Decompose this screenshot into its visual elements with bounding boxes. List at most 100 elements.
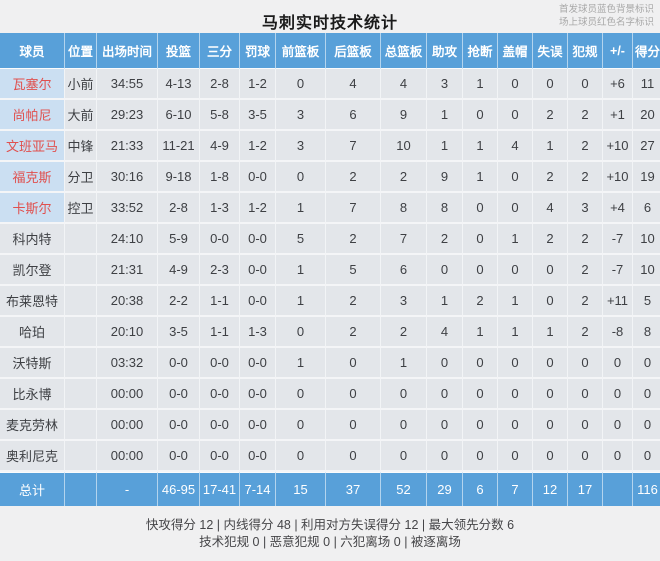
table-body: 瓦塞尔 小前 34:55 4-13 2-8 1-2 0 4 4 3 1 0 0 0 +6 11 尚帕尼 大前 29:… [0,69,660,472]
stat-cell: 1 [498,286,533,317]
total-stat-cell: 7-14 [240,472,276,506]
stat-cell: 0-0 [158,379,200,410]
player-row: 尚帕尼 大前 29:23 6-10 5-8 3-5 3 6 9 1 0 0 2 2 +1 20 [0,100,660,131]
player-name-cell: 凯尔登 [0,255,65,286]
stat-cell: 4-9 [158,255,200,286]
stat-cell [65,348,97,379]
stat-cell: 2 [568,100,603,131]
player-row: 麦克劳林 00:00 0-0 0-0 0-0 0 0 0 0 0 0 0 0 0 0 [0,410,660,441]
stat-cell: 2-8 [200,69,240,100]
stat-cell: 0 [498,69,533,100]
stat-cell: 24:10 [97,224,158,255]
stat-cell: +11 [603,286,633,317]
stat-cell: 1-2 [240,69,276,100]
stat-cell: 21:33 [97,131,158,162]
stat-cell: 0-0 [200,379,240,410]
stat-cell: 0 [568,69,603,100]
stat-cell: 27 [633,131,660,162]
stat-cell: 0 [498,441,533,472]
total-stat-cell: 17 [568,472,603,506]
stat-cell: 6 [381,255,427,286]
stat-cell: -7 [603,255,633,286]
stat-cell: 11 [633,69,660,100]
stat-cell: 2 [568,317,603,348]
stat-cell: 5-8 [200,100,240,131]
stat-cell: 21:31 [97,255,158,286]
player-name-cell: 布莱恩特 [0,286,65,317]
stat-cell: 0 [533,255,568,286]
stat-cell: 6 [326,100,381,131]
stat-cell: 3 [381,286,427,317]
stat-cell: 1 [276,255,326,286]
stat-cell: 10 [633,224,660,255]
player-name-cell: 科内特 [0,224,65,255]
stat-cell: 0 [533,348,568,379]
stat-cell: 2 [568,286,603,317]
stat-cell: 1 [463,317,498,348]
player-row: 布莱恩特 20:38 2-2 1-1 0-0 1 2 3 1 2 1 0 2 +11 5 [0,286,660,317]
stat-cell: 0 [326,410,381,441]
stat-cell: 1 [463,162,498,193]
stat-cell: 7 [381,224,427,255]
stat-cell: 0-0 [240,410,276,441]
stat-cell: 0-0 [240,441,276,472]
stat-cell: 0 [276,69,326,100]
header-cell: 投篮 [158,33,200,69]
total-stat-cell: 52 [381,472,427,506]
stat-cell: 0 [603,348,633,379]
stat-cell [65,255,97,286]
footer-line-2: 技术犯规 0 | 恶意犯规 0 | 六犯离场 0 | 被逐离场 [199,535,461,549]
stat-cell: -7 [603,224,633,255]
stat-cell: 0 [276,379,326,410]
stat-cell: 1 [276,348,326,379]
stat-cell: 00:00 [97,379,158,410]
stat-cell: 1 [427,131,463,162]
stat-cell: 1 [276,193,326,224]
stat-cell [65,286,97,317]
stat-cell: 0 [276,441,326,472]
stat-cell: 4-13 [158,69,200,100]
header-cell: 三分 [200,33,240,69]
footer-line-1: 快攻得分 12 | 内线得分 48 | 利用对方失误得分 12 | 最大领先分数… [145,518,515,532]
stat-cell: 1 [463,69,498,100]
stat-cell: 0 [326,348,381,379]
stat-cell: 0 [276,317,326,348]
total-stat-cell: 12 [533,472,568,506]
stat-cell: 0 [498,100,533,131]
stat-cell: 0 [463,379,498,410]
stat-cell: 29:23 [97,100,158,131]
stat-cell: 1 [498,224,533,255]
stat-cell: 3 [276,131,326,162]
stat-cell: 0 [498,255,533,286]
stat-cell: 2 [326,286,381,317]
stat-cell: 10 [633,255,660,286]
stat-cell [65,410,97,441]
stat-cell: 8 [633,317,660,348]
stat-cell: 1 [381,348,427,379]
stat-cell: +4 [603,193,633,224]
stat-cell: 1 [533,317,568,348]
header-cell: 总篮板 [381,33,427,69]
total-row: 总计 -46-95 17-41 7-14 15 37 52 29 6 7 12 17 116 [0,472,660,506]
header-cell: 后篮板 [326,33,381,69]
footer-summary: 快攻得分 12 | 内线得分 48 | 利用对方失误得分 12 | 最大领先分数… [0,506,660,551]
stat-cell: 0 [568,379,603,410]
total-stat-cell: - [97,472,158,506]
stat-cell: 0 [533,69,568,100]
stat-cell: 3 [427,69,463,100]
stat-cell: 0 [568,348,603,379]
total-stat-cell: 37 [326,472,381,506]
stat-cell: 9 [427,162,463,193]
stat-cell: 分卫 [65,162,97,193]
stat-cell: 20:10 [97,317,158,348]
player-row: 瓦塞尔 小前 34:55 4-13 2-8 1-2 0 4 4 3 1 0 0 0 +6 11 [0,69,660,100]
player-row: 卡斯尔 控卫 33:52 2-8 1-3 1-2 1 7 8 8 0 0 4 3 +4 6 [0,193,660,224]
stat-cell: 0 [427,255,463,286]
stat-cell: 0 [498,193,533,224]
header-cell: 得分 [633,33,660,69]
stat-cell: 33:52 [97,193,158,224]
header-cell: 抢断 [463,33,498,69]
header-cell: 位置 [65,33,97,69]
player-name-cell: 文班亚马 [0,131,65,162]
player-name-cell: 尚帕尼 [0,100,65,131]
